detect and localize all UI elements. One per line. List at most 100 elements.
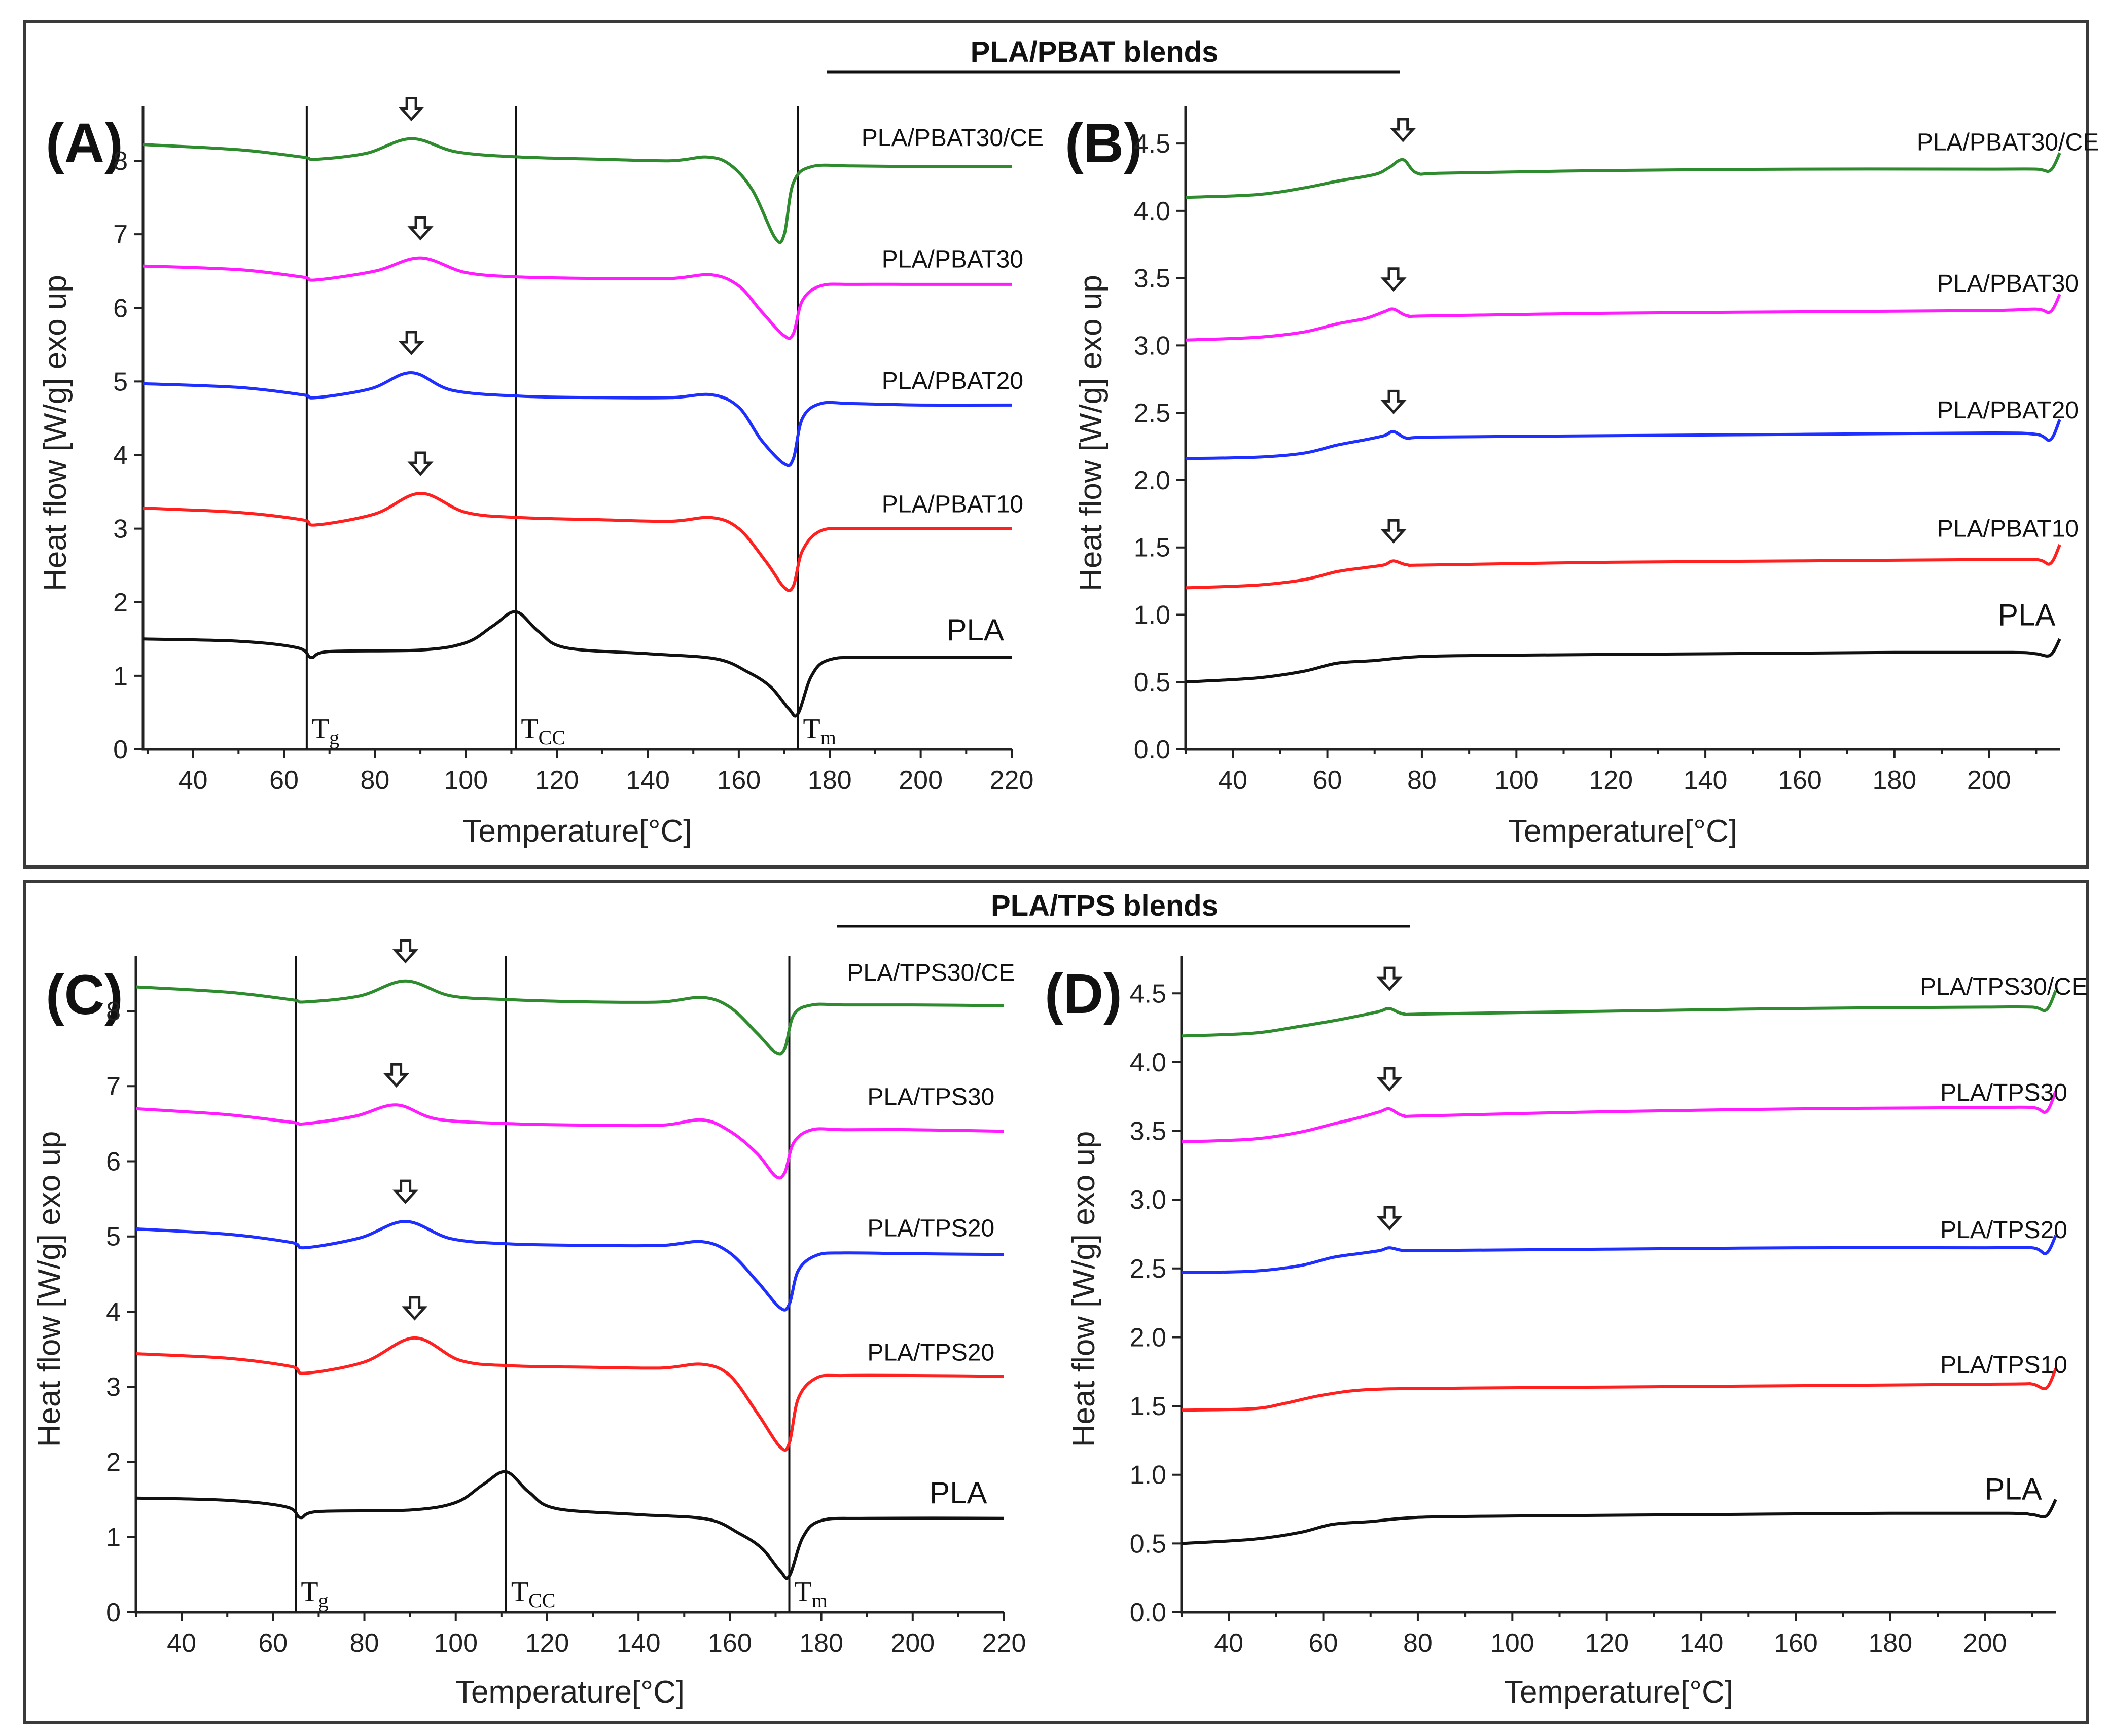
peak-arrow-icon bbox=[1376, 1067, 1403, 1092]
series-label: PLA/PBAT20 bbox=[1937, 397, 2079, 424]
x-tick-label: 100 bbox=[444, 766, 488, 795]
y-tick-label: 1.0 bbox=[1134, 600, 1170, 630]
series-line-red bbox=[135, 1336, 1005, 1452]
x-tick-label: 180 bbox=[799, 1629, 843, 1658]
x-tick-label: 40 bbox=[1214, 1629, 1243, 1658]
peak-arrow-icon bbox=[383, 1063, 410, 1088]
series-line-magenta bbox=[135, 1103, 1005, 1180]
y-tick-label: 1.5 bbox=[1130, 1392, 1166, 1421]
y-tick-label: 2 bbox=[106, 1448, 121, 1477]
x-tick-label: 40 bbox=[178, 766, 208, 795]
series-line-green bbox=[135, 979, 1005, 1056]
y-tick-label: 4 bbox=[113, 441, 128, 471]
x-tick-label: 80 bbox=[350, 1629, 379, 1658]
y-tick-label: 7 bbox=[113, 220, 128, 249]
series-line-blue bbox=[142, 371, 1012, 467]
panel-label-d: (D) bbox=[1045, 963, 1122, 1025]
x-tick-label: 120 bbox=[1585, 1629, 1629, 1658]
x-tick-label: 60 bbox=[258, 1629, 288, 1658]
y-tick-label: 5 bbox=[106, 1222, 121, 1252]
series-label: PLA bbox=[947, 613, 1004, 647]
y-tick-label: 4.5 bbox=[1134, 129, 1170, 159]
y-tick-label: 1.5 bbox=[1134, 533, 1170, 563]
y-tick-label: 6 bbox=[113, 294, 128, 323]
y-tick-label: 4.5 bbox=[1130, 979, 1166, 1008]
peak-arrow-icon bbox=[1380, 519, 1407, 544]
series-label: PLA/PBAT30/CE bbox=[862, 125, 1044, 152]
x-tick-label: 160 bbox=[717, 766, 761, 795]
y-tick-label: 3 bbox=[113, 515, 128, 544]
series-label: PLA/PBAT10 bbox=[882, 491, 1023, 518]
series-line-black bbox=[135, 1470, 1005, 1580]
y-tick-label: 0 bbox=[113, 735, 128, 765]
series-label: PLA/PBAT10 bbox=[1937, 515, 2079, 542]
series-label: PLA bbox=[1998, 598, 2055, 632]
y-tick-label: 2.5 bbox=[1134, 399, 1170, 428]
x-tick-label: 120 bbox=[535, 766, 579, 795]
peak-arrow-icon bbox=[1376, 966, 1403, 991]
y-axis-label: Heat flow [W/g] exo up bbox=[1066, 1131, 1101, 1448]
series-line-magenta bbox=[142, 256, 1012, 340]
series-label: PLA/TPS20 bbox=[1940, 1217, 2067, 1244]
panel-d: (D) 40 60 80 100 120 140 160 180 200 0.0 0.5 1.0 1.5 2… bbox=[1045, 956, 2088, 1710]
x-tick-label: 140 bbox=[1680, 1629, 1724, 1658]
panel-a: (A) 40 60 80 100 120 140 160 180 200 220 0 1 2 3 4 5 6 7 8 T… bbox=[38, 97, 1044, 849]
x-axis-label: Temperature[°C] bbox=[462, 814, 692, 849]
series-label: PLA/PBAT30/CE bbox=[1917, 129, 2099, 156]
y-tick-label: 5 bbox=[113, 367, 128, 396]
x-tick-label: 100 bbox=[434, 1629, 478, 1658]
series-label: PLA/TPS30 bbox=[867, 1083, 994, 1110]
y-tick-label: 7 bbox=[106, 1072, 121, 1101]
y-tick-label: 8 bbox=[113, 147, 128, 176]
y-tick-label: 0 bbox=[106, 1598, 121, 1628]
transition-label: Tm bbox=[795, 1576, 828, 1612]
series-label: PLA/TPS30 bbox=[1940, 1079, 2067, 1106]
section-frame-bottom bbox=[23, 880, 2089, 1724]
series-line-black bbox=[142, 610, 1012, 718]
x-tick-label: 60 bbox=[1313, 766, 1342, 795]
transition-label: Tg bbox=[301, 1576, 328, 1612]
series-line-blue bbox=[1181, 1235, 2057, 1274]
series-line-black bbox=[1185, 638, 2061, 684]
series-label: PLA/TPS20 bbox=[867, 1339, 994, 1366]
panel-label-c: (C) bbox=[46, 964, 123, 1026]
x-axis-label: Temperature[°C] bbox=[1508, 814, 1737, 849]
peak-arrow-icon bbox=[392, 939, 419, 964]
section-title-bottom: PLA/TPS blends bbox=[991, 889, 1218, 922]
y-tick-label: 3.0 bbox=[1130, 1185, 1166, 1215]
section-frame-top bbox=[23, 20, 2089, 869]
x-tick-label: 140 bbox=[617, 1629, 661, 1658]
x-tick-label: 140 bbox=[1684, 766, 1728, 795]
x-tick-label: 160 bbox=[1774, 1629, 1818, 1658]
x-tick-label: 60 bbox=[1309, 1629, 1338, 1658]
series-label: PLA/TPS30/CE bbox=[847, 960, 1015, 987]
x-tick-label: 80 bbox=[1407, 766, 1437, 795]
y-tick-label: 2.0 bbox=[1130, 1323, 1166, 1352]
peak-arrow-icon bbox=[1390, 118, 1416, 142]
x-tick-label: 120 bbox=[1589, 766, 1633, 795]
transition-label: TCC bbox=[511, 1576, 556, 1612]
peak-arrow-icon bbox=[407, 216, 434, 241]
y-tick-label: 2 bbox=[113, 588, 128, 618]
section-title-top: PLA/PBAT blends bbox=[971, 35, 1219, 68]
y-tick-label: 0.5 bbox=[1130, 1529, 1166, 1559]
peak-arrow-icon bbox=[401, 1296, 428, 1321]
series-label: PLA/PBAT30 bbox=[1937, 270, 2079, 297]
y-tick-label: 0.0 bbox=[1134, 735, 1170, 765]
peak-arrow-icon bbox=[1380, 389, 1407, 415]
peak-arrow-icon bbox=[407, 451, 434, 476]
transition-label: Tg bbox=[312, 713, 339, 749]
x-tick-label: 140 bbox=[626, 766, 670, 795]
panel-b: (B) 40 60 80 100 120 140 160 180 200 0.0 0.5 1.0 1.5 2… bbox=[1065, 106, 2099, 849]
y-tick-label: 3.5 bbox=[1134, 264, 1170, 294]
y-axis-label: Heat flow [W/g] exo up bbox=[1074, 275, 1109, 591]
y-tick-label: 3.0 bbox=[1134, 331, 1170, 360]
y-tick-label: 4.0 bbox=[1134, 197, 1170, 226]
x-tick-label: 200 bbox=[1967, 766, 2011, 795]
series-line-blue bbox=[135, 1220, 1005, 1312]
y-tick-label: 1.0 bbox=[1130, 1461, 1166, 1490]
series-line-green bbox=[1181, 990, 2057, 1038]
y-tick-label: 1 bbox=[106, 1523, 121, 1552]
series-line-red bbox=[142, 491, 1012, 592]
x-axis-label: Temperature[°C] bbox=[1504, 1675, 1733, 1710]
